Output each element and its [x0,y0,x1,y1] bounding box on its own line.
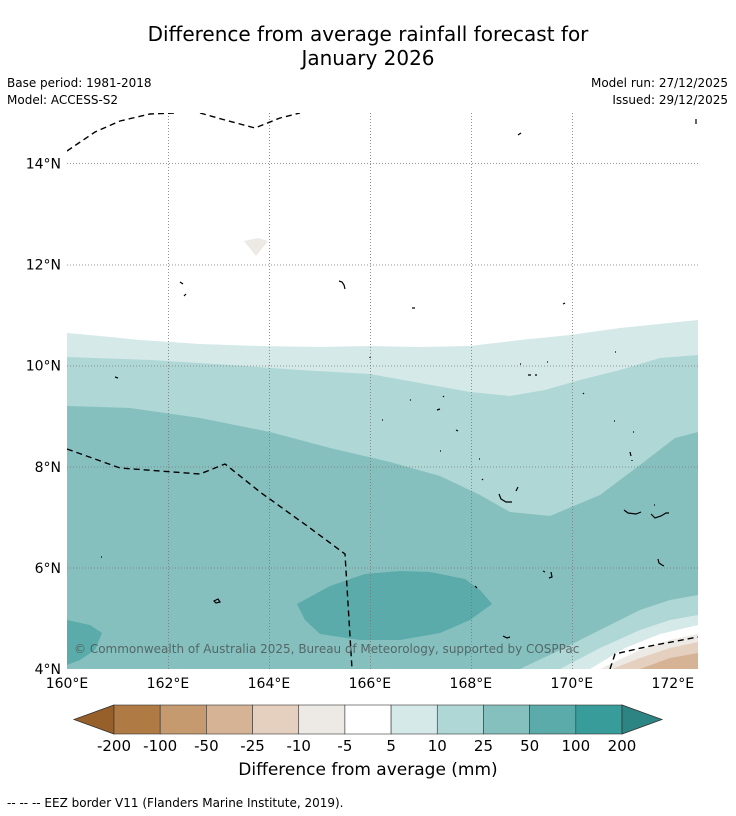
base-period: Base period: 1981-2018 [7,76,152,90]
colorbar-tick-label: 200 [608,737,637,755]
contour-minus25-minus50 [640,653,698,669]
colorbar-arrow-low [72,704,115,735]
colorbar-tick-label: -100 [143,737,177,755]
colorbar-swatch [159,704,207,735]
copyright-notice: © Commonwealth of Australia 2025, Bureau… [74,642,579,656]
colorbar-tick-label: 10 [428,737,447,755]
colorbar-tick-label: -200 [97,737,131,755]
lat-tick-label: 12°N [26,258,61,274]
colorbar-tick-label: 5 [386,737,396,755]
meta-right: Model run: 27/12/2025 Issued: 29/12/2025 [591,75,728,109]
lon-tick-label: 162°E [147,676,190,692]
rainfall-contours [67,238,698,669]
latitude-labels: 14°N 12°N 10°N 8°N 6°N 4°N [26,157,61,678]
colorbar-swatch [206,704,253,735]
lon-tick-label: 166°E [349,676,392,692]
colorbar-swatch [298,704,346,735]
colorbar-swatch [483,704,530,735]
contour-25-50 [67,406,698,669]
lon-tick-label: 170°E [551,676,594,692]
colorbar-swatch [113,704,161,735]
issued-date: Issued: 29/12/2025 [612,93,728,107]
colorbar-swatch [344,704,392,735]
title-line-1: Difference from average rainfall forecas… [147,22,589,46]
contour-50-100-southwest [67,620,102,665]
islands [101,119,697,639]
contour-dry-small-patch [244,238,268,256]
model-run: Model run: 27/12/2025 [590,76,728,90]
chart-title: Difference from average rainfall forecas… [0,22,736,70]
eez-border-north [67,113,176,152]
eez-border-southeast [609,636,698,669]
lon-tick-label: 164°E [248,676,291,692]
lon-tick-label: 160°E [46,676,89,692]
eez-border-marshall [67,448,353,669]
colorbar-tick-label: -10 [286,737,311,755]
eez-border-north-2 [199,113,301,129]
colorbar-tick-label: -5 [337,737,352,755]
colorbar-swatch [575,704,623,735]
lon-tick-label: 172°E [651,676,694,692]
map-panel: © Commonwealth of Australia 2025, Bureau… [67,113,698,669]
lat-tick-label: 4°N [35,662,61,678]
eez-borders [67,113,698,669]
colorbar-title: Difference from average (mm) [238,760,498,780]
colorbar-tick-label: 50 [520,737,539,755]
contour-50-100-blob [297,571,492,640]
lat-tick-label: 8°N [35,460,61,476]
colorbar-tick-label: -50 [194,737,219,755]
lon-tick-label: 168°E [450,676,493,692]
colorbar-tick-label: 25 [474,737,493,755]
colorbar-swatch [390,704,438,735]
colorbar: -200 -100 -50 -25 -10 -5 5 10 25 50 100 200 [72,704,664,755]
lat-tick-label: 14°N [26,157,61,173]
colorbar-swatch [529,704,577,735]
colorbar-arrow-high [621,704,664,735]
title-line-2: January 2026 [301,46,435,70]
colorbar-swatch [436,704,484,735]
colorbar-tick-label: 100 [561,737,590,755]
eez-legend-note: -- -- -- EEZ border V11 (Flanders Marine… [7,796,344,810]
longitude-labels: 160°E 162°E 164°E 166°E 168°E 170°E 172°E [46,676,694,692]
meta-left: Base period: 1981-2018 Model: ACCESS-S2 [7,75,152,109]
lat-tick-label: 6°N [35,561,61,577]
model-name: Model: ACCESS-S2 [7,93,119,107]
lat-tick-label: 10°N [26,359,61,375]
gridlines [67,113,698,669]
colorbar-tick-label: -25 [240,737,265,755]
colorbar-swatch [252,704,300,735]
